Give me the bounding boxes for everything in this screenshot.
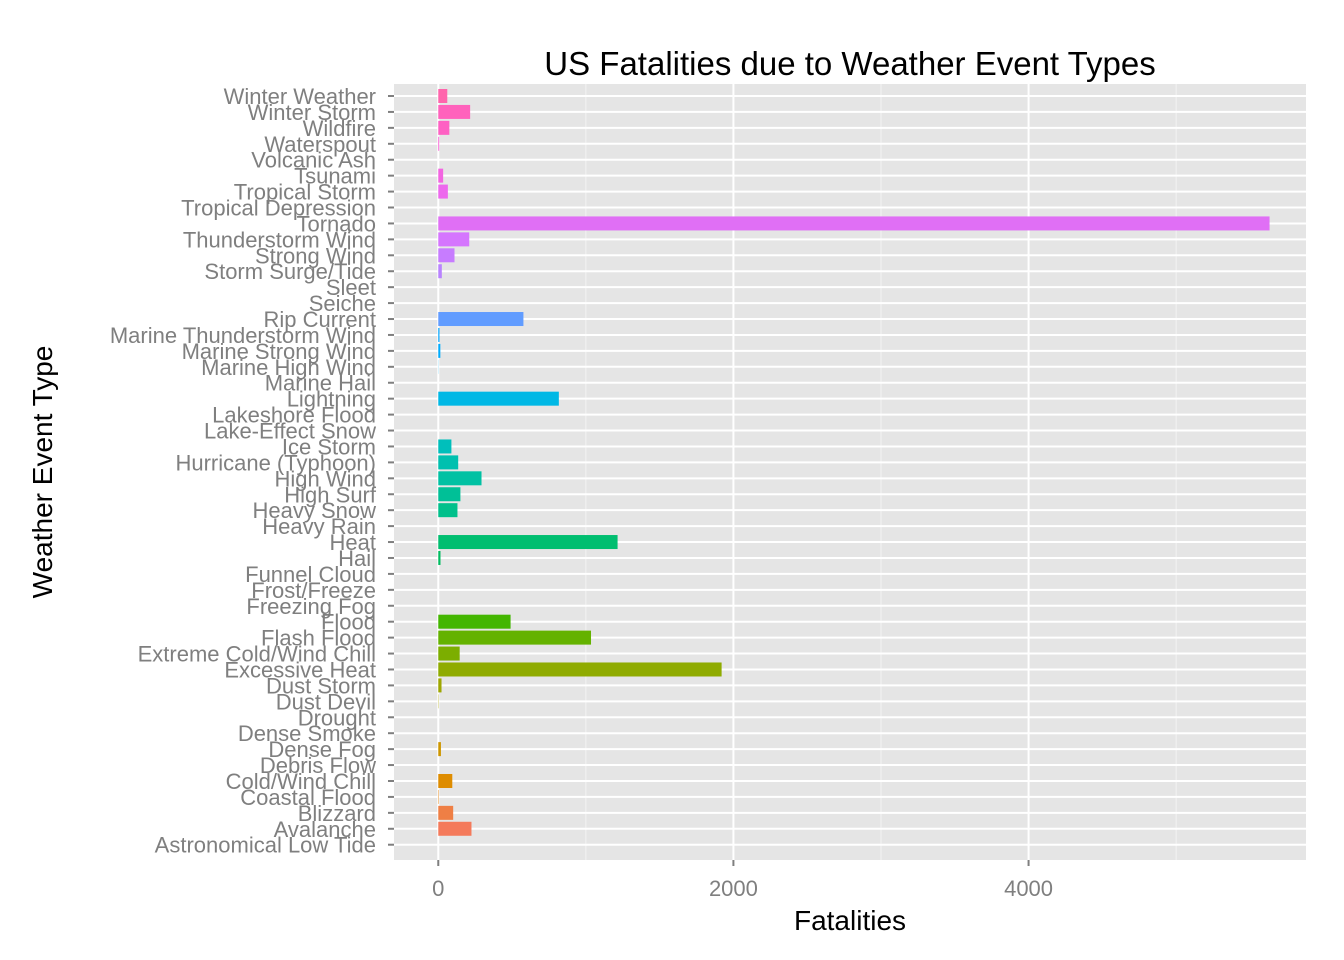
bar — [438, 104, 471, 119]
y-tick-label: Astronomical Low Tide — [155, 833, 376, 858]
y-tick-label: Heavy Rain — [262, 514, 376, 539]
grid-lines — [394, 84, 1306, 860]
y-tick-label: Waterspout — [264, 132, 376, 157]
bar — [438, 248, 455, 263]
y-tick-label: Extreme Cold/Wind Chill — [138, 642, 376, 667]
y-tick-label: Marine Strong Wind — [182, 339, 376, 364]
chart-title: US Fatalities due to Weather Event Types — [544, 45, 1155, 82]
bar — [438, 391, 559, 406]
y-axis: Astronomical Low TideAvalancheBlizzardCo… — [110, 84, 394, 858]
bar — [438, 136, 440, 151]
bar — [438, 120, 450, 135]
bar — [438, 264, 442, 279]
bar — [438, 343, 441, 358]
y-tick-label: Hurricane (Typhoon) — [175, 450, 376, 475]
bar — [438, 232, 470, 247]
bar — [438, 662, 722, 677]
y-tick-label: Coastal Flood — [240, 785, 376, 810]
y-tick-label: High Wind — [275, 466, 376, 491]
y-tick-label: Lightning — [287, 387, 376, 412]
y-tick-label: Rip Current — [264, 307, 376, 332]
bar — [438, 168, 444, 183]
y-tick-label: Debris Flow — [260, 753, 376, 778]
bar — [438, 89, 448, 103]
y-tick-label: Hail — [338, 546, 376, 571]
bar — [438, 503, 458, 518]
x-axis-title: Fatalities — [794, 905, 906, 936]
y-tick-label: Dense Fog — [268, 737, 376, 762]
y-tick-label: Dust Devil — [276, 689, 376, 714]
bar — [438, 439, 452, 454]
bar — [438, 646, 460, 661]
y-tick-label: Tropical Storm — [234, 180, 376, 205]
y-tick-label: Dust Storm — [266, 673, 376, 698]
bar — [438, 805, 454, 820]
bar — [438, 327, 440, 342]
y-tick-label: Funnel Cloud — [245, 562, 376, 587]
x-tick-label: 4000 — [1004, 876, 1053, 901]
bar — [438, 821, 472, 836]
y-tick-label: Marine High Wind — [201, 355, 376, 380]
y-tick-label: Thunderstorm Wind — [183, 227, 376, 252]
y-tick-label: Tsunami — [294, 164, 376, 189]
y-tick-label: Strong Wind — [255, 243, 376, 268]
y-tick-label: Sleet — [326, 275, 376, 300]
y-tick-label: Volcanic Ash — [251, 148, 376, 173]
y-tick-label: Heat — [330, 530, 376, 555]
bar — [438, 773, 453, 788]
y-tick-label: Tropical Depression — [181, 196, 376, 221]
bar — [438, 471, 482, 486]
y-tick-label: Tornado — [296, 211, 376, 236]
bar — [438, 614, 511, 629]
y-axis-title: Weather Event Type — [27, 346, 58, 599]
y-tick-label: Drought — [298, 705, 376, 730]
bar — [438, 455, 459, 470]
y-tick-label: Wildfire — [303, 116, 376, 141]
y-tick-label: Flood — [321, 610, 376, 635]
y-tick-label: Ice Storm — [282, 434, 376, 459]
y-tick-label: Marine Hail — [265, 371, 376, 396]
bars — [438, 89, 1270, 852]
x-axis: 0 2000 4000 — [432, 860, 1053, 901]
y-tick-label: Storm Surge/Tide — [204, 259, 376, 284]
bar — [438, 487, 461, 502]
plot-panel — [394, 84, 1306, 860]
y-tick-label: Seiche — [309, 291, 376, 316]
y-tick-label: High Surf — [284, 482, 377, 507]
bar — [438, 742, 441, 757]
y-tick-label: Avalanche — [274, 817, 376, 842]
bar — [438, 535, 618, 550]
bar — [438, 184, 448, 199]
y-tick-label: Dense Smoke — [238, 721, 376, 746]
y-tick-label: Freezing Fog — [246, 594, 376, 619]
y-tick-label: Winter Storm — [248, 100, 376, 125]
y-tick-label: Lake-Effect Snow — [204, 419, 376, 444]
bar — [438, 678, 442, 693]
bar — [438, 312, 524, 327]
bar — [438, 630, 592, 645]
x-tick-label: 0 — [432, 876, 444, 901]
x-tick-label: 2000 — [709, 876, 758, 901]
y-tick-label: Lakeshore Flood — [212, 403, 376, 428]
y-tick-label: Heavy Snow — [252, 498, 376, 523]
y-tick-label: Winter Weather — [224, 84, 376, 109]
y-tick-label: Excessive Heat — [224, 657, 376, 682]
y-tick-label: Marine Thunderstorm Wind — [110, 323, 376, 348]
y-tick-label: Blizzard — [298, 801, 376, 826]
y-tick-label: Cold/Wind Chill — [226, 769, 376, 794]
bar — [438, 550, 441, 565]
y-tick-label: Flash Flood — [261, 626, 376, 651]
y-tick-label: Frost/Freeze — [251, 578, 376, 603]
bar — [438, 216, 1270, 231]
